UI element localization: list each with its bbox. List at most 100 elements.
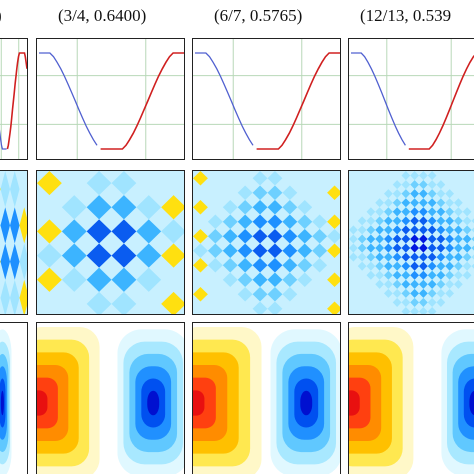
diamond-tile xyxy=(427,225,437,235)
diamond-tile xyxy=(436,225,446,235)
diamond-tile xyxy=(375,216,384,226)
diamond-tile xyxy=(161,219,184,244)
diamond-tile xyxy=(410,243,419,253)
diamond-tile xyxy=(86,171,112,196)
diamond-tile xyxy=(445,216,454,226)
contour-panel-1 xyxy=(0,322,28,474)
diamond-tile xyxy=(327,272,340,287)
diamond-tile xyxy=(419,306,428,314)
diamond-tile xyxy=(312,272,328,287)
diamond-tile xyxy=(392,198,402,208)
diamond-tile xyxy=(37,219,62,244)
diamond-tile xyxy=(282,287,298,302)
diamond-tile xyxy=(392,180,402,190)
diamond-tile xyxy=(462,297,472,307)
diamond-tile xyxy=(0,243,10,280)
diamond-tile xyxy=(61,291,87,314)
column-title-4: (12/13, 0.539 xyxy=(360,6,452,25)
diamond-tile xyxy=(349,252,358,262)
diamond-tile xyxy=(312,185,328,200)
diamond-tile xyxy=(375,252,384,262)
diamond-tile xyxy=(207,301,223,314)
diamond-tile xyxy=(427,171,437,181)
diamond-tile xyxy=(193,200,208,215)
diamond-tile xyxy=(392,225,402,235)
diamond-tile xyxy=(410,288,419,298)
diamond-tile xyxy=(375,234,384,244)
diamond-tile xyxy=(207,171,223,186)
diamond-tile xyxy=(252,185,268,200)
diamond-tile xyxy=(445,171,454,181)
diamond-tile xyxy=(471,263,474,269)
diamond-tile xyxy=(357,270,367,280)
diamond-tile xyxy=(419,261,428,271)
diamond-tile xyxy=(392,234,402,244)
diamond-tile xyxy=(86,291,112,314)
diamond-tile xyxy=(462,288,472,298)
diamond-tile xyxy=(410,297,419,307)
contour-cool-level xyxy=(469,390,474,416)
contour-panel-2 xyxy=(36,322,185,474)
diamond-tile xyxy=(454,243,463,253)
diamond-tile xyxy=(0,171,10,208)
diamond-tile xyxy=(401,207,411,217)
diamond-tile xyxy=(436,252,446,262)
diamond-tile xyxy=(384,189,393,199)
wave-panel-3 xyxy=(192,38,341,160)
diamond-tile xyxy=(419,171,428,181)
diamond-tile xyxy=(375,189,384,199)
diamond-tile xyxy=(454,207,463,217)
diamond-tile xyxy=(327,301,340,314)
diamond-tile xyxy=(436,288,446,298)
diamond-tile xyxy=(445,270,454,280)
diamond-tile xyxy=(462,243,472,253)
diamond-tile xyxy=(384,198,393,208)
diamond-tile xyxy=(349,243,358,253)
diamond-tile xyxy=(357,261,367,271)
diamond-tile xyxy=(427,234,437,244)
diamond-tile xyxy=(410,234,419,244)
diamond-tile xyxy=(462,189,472,199)
diamond-tile xyxy=(410,261,419,271)
diamond-tile xyxy=(111,171,137,196)
wave-curve-blue xyxy=(195,52,254,146)
diamond-tile xyxy=(193,229,208,244)
diamond-tile xyxy=(207,287,223,302)
diamond-tile xyxy=(427,216,437,226)
diamond-tile xyxy=(349,297,358,307)
diamond-tile xyxy=(193,214,208,229)
diamond-tile xyxy=(357,234,367,244)
diamond-tile xyxy=(267,258,283,273)
diamond-tile xyxy=(445,288,454,298)
diamond-tile xyxy=(267,200,283,215)
diamond-tile xyxy=(252,258,268,273)
diamond-tile xyxy=(0,295,1,300)
diamond-tile xyxy=(427,252,437,262)
diamond-tile xyxy=(410,225,419,235)
diamond-tile xyxy=(427,261,437,271)
diamond-tile xyxy=(462,306,472,314)
diamond-tile xyxy=(410,306,419,314)
diamond-tile xyxy=(375,225,384,235)
diamond-tile xyxy=(445,180,454,190)
diamond-tile xyxy=(282,171,298,186)
diamond-tile xyxy=(349,216,358,226)
diamond-tile xyxy=(37,243,62,268)
diamond-tile xyxy=(392,189,402,199)
diamond-tile xyxy=(37,291,62,314)
diamond-tile xyxy=(392,261,402,271)
wave-curve-red xyxy=(100,52,184,150)
diamond-tile xyxy=(207,258,223,273)
diamond-tile xyxy=(0,207,10,244)
diamond-tile xyxy=(161,195,184,220)
diamond-tile xyxy=(384,270,393,280)
contour-warm-level xyxy=(37,390,48,416)
diamond-tile xyxy=(454,234,463,244)
wave-curve-red xyxy=(256,52,340,150)
diamond-tile xyxy=(427,243,437,253)
diamond-tile xyxy=(349,207,358,217)
diamond-tile xyxy=(454,297,463,307)
diamond-tile xyxy=(375,207,384,217)
diamond-tile xyxy=(375,270,384,280)
diamond-tile xyxy=(401,234,411,244)
